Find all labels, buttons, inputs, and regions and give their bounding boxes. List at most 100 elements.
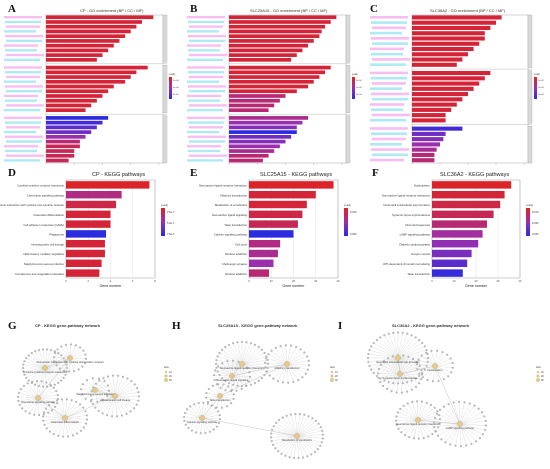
- network-edge: [409, 419, 419, 438]
- gene-node: [68, 370, 71, 373]
- network-edge: [286, 356, 308, 365]
- kegg-bar: [432, 190, 505, 199]
- gene-node: [289, 413, 292, 416]
- go-bar: [229, 116, 309, 120]
- go-term-label: [187, 44, 221, 47]
- gene-node: [484, 419, 487, 422]
- gene-node: [83, 361, 86, 364]
- gene-node: [484, 424, 487, 427]
- network-edge: [388, 333, 399, 359]
- network-g: Cytokine-cytokine receptor interaction Vi…: [17, 343, 172, 438]
- gene-node: [276, 380, 279, 383]
- network-edge: [107, 376, 116, 397]
- network-edge: [295, 413, 298, 437]
- network-edge: [296, 435, 312, 455]
- network-h: Neuroactive ligand-receptor interaction N…: [183, 340, 338, 460]
- network-edge: [44, 367, 67, 372]
- go-term-label: [371, 148, 409, 151]
- network-edge: [399, 373, 417, 387]
- gene-node: [22, 363, 25, 366]
- gene-node: [406, 402, 409, 405]
- kegg-bar: [249, 220, 298, 228]
- gene-node: [249, 383, 252, 386]
- gene-node: [235, 389, 238, 392]
- gene-node: [130, 380, 133, 383]
- network-edge: [439, 409, 461, 425]
- network-edge: [201, 417, 217, 427]
- gene-node: [391, 355, 394, 358]
- network-edge: [64, 417, 85, 428]
- network-edge: [373, 357, 399, 374]
- gene-node: [97, 409, 100, 412]
- go-bar: [412, 70, 491, 76]
- gene-node: [377, 372, 380, 375]
- go-bar: [46, 144, 80, 149]
- network-edge: [404, 419, 419, 436]
- kegg-x-tick-label: 8: [154, 279, 156, 283]
- network-edge: [436, 413, 461, 425]
- panel-e-title: SLC25A15 - KEGG pathways: [260, 172, 333, 178]
- gene-node: [120, 414, 123, 417]
- network-edge: [37, 397, 56, 408]
- gene-node: [81, 365, 84, 368]
- network-edge: [106, 395, 116, 416]
- network-edge: [37, 387, 54, 399]
- hub-link: [231, 363, 288, 377]
- gene-node: [415, 361, 418, 364]
- gene-node: [434, 430, 437, 433]
- gene-node: [387, 357, 390, 360]
- go-term-label: [5, 99, 37, 102]
- network-edge: [64, 417, 78, 434]
- go-bar: [46, 125, 97, 130]
- network-edge: [44, 367, 64, 378]
- gene-node: [41, 385, 44, 388]
- gene-node: [53, 383, 56, 386]
- network-edge: [296, 427, 321, 437]
- panel-letter-b: B: [190, 3, 198, 15]
- kegg-category-label: Diabetic cardiomyopathy: [399, 242, 430, 246]
- kegg-category-label: ATP-dependent chromatin remodeling: [383, 262, 430, 266]
- gene-node: [60, 345, 63, 348]
- kegg-plot-frame: [65, 179, 156, 279]
- gene-node: [43, 423, 46, 426]
- gene-node: [25, 376, 28, 379]
- network-edge: [383, 361, 401, 375]
- go-term-label: [6, 104, 44, 107]
- gene-node: [183, 415, 186, 418]
- gene-node: [199, 432, 202, 435]
- hub-link: [94, 389, 116, 397]
- go-facet-strip: [345, 65, 351, 113]
- gene-node: [102, 377, 105, 380]
- network-edge: [35, 351, 46, 369]
- gene-node: [313, 451, 316, 454]
- network-edge: [296, 416, 309, 437]
- go-bar: [229, 43, 309, 48]
- gene-node: [28, 412, 31, 415]
- go-term-label: [187, 116, 225, 120]
- gene-node: [257, 379, 260, 382]
- gene-node: [218, 414, 221, 417]
- gene-node: [436, 410, 439, 413]
- kegg-x-tick-label: 40: [337, 279, 340, 283]
- go-term-label: [6, 53, 44, 57]
- gene-node: [23, 373, 26, 376]
- network-edge: [455, 423, 461, 446]
- network-size-legend-label: 20: [335, 375, 338, 378]
- gene-node: [65, 370, 68, 373]
- network-edge: [286, 363, 303, 378]
- gene-node: [417, 358, 420, 361]
- go-term-label: [6, 90, 42, 93]
- go-bar: [46, 29, 131, 34]
- gene-node: [189, 405, 192, 408]
- network-edge: [453, 402, 461, 425]
- gene-node: [56, 348, 59, 351]
- network-i: Neutrophil extracellular trap formation S…: [367, 331, 544, 448]
- network-edge: [64, 407, 84, 419]
- kegg-legend-title: p.adj: [161, 203, 168, 207]
- network-edge: [217, 366, 233, 377]
- gene-node: [379, 377, 382, 380]
- network-edge: [282, 417, 298, 437]
- gene-node: [253, 343, 256, 346]
- go-term-label: [5, 135, 43, 138]
- gene-node: [447, 403, 450, 406]
